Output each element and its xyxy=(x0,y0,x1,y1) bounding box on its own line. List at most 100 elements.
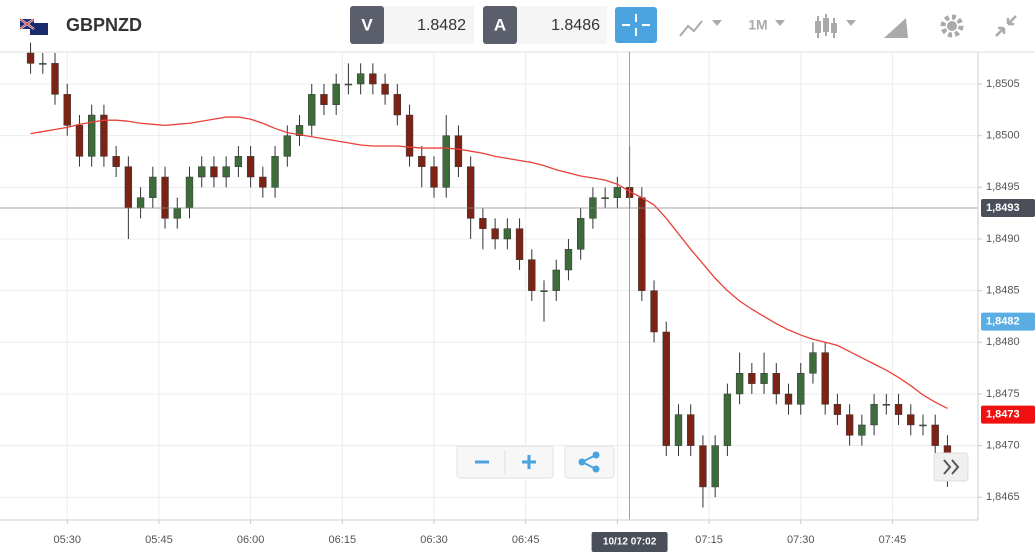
candle-body xyxy=(26,52,35,64)
candle-body xyxy=(393,94,401,116)
candle-body xyxy=(185,176,194,209)
bid-price: 1.8482 xyxy=(417,17,466,34)
candle-body xyxy=(931,424,939,446)
candle-body xyxy=(809,352,817,374)
x-tick-label: 06:30 xyxy=(420,534,448,546)
zoom-in[interactable] xyxy=(522,455,536,469)
x-tick-label: 07:15 xyxy=(695,534,723,546)
x-tick-label: 07:45 xyxy=(879,534,907,546)
candle-body xyxy=(356,73,365,85)
symbol: GBPNZD xyxy=(66,15,142,35)
candle-body xyxy=(100,114,108,157)
ask-button[interactable] xyxy=(483,6,517,44)
crosshair-time-box xyxy=(591,532,668,552)
candle-body xyxy=(748,373,756,384)
candle-body xyxy=(39,63,47,65)
candle-body xyxy=(515,228,524,260)
candle-body xyxy=(234,156,243,167)
candle-body xyxy=(63,94,71,126)
candle-body xyxy=(919,424,927,427)
x-tick-label: 06:00 xyxy=(237,534,265,546)
candle-type-button[interactable] xyxy=(815,14,856,38)
candle-body xyxy=(833,404,842,415)
share-button[interactable] xyxy=(564,445,615,479)
candle-body xyxy=(552,269,560,291)
candle-body xyxy=(784,393,793,405)
candle-body xyxy=(344,83,353,86)
candle-body xyxy=(613,187,622,198)
bid-box xyxy=(384,6,474,44)
candle-body xyxy=(454,135,463,167)
candle-body xyxy=(246,156,255,178)
candle-body xyxy=(210,166,218,178)
crosshair-price-label: 1,8493 xyxy=(986,202,1020,214)
price-marker-label: 1,8482 xyxy=(986,316,1020,328)
candle-body xyxy=(283,135,291,157)
chart-type-button[interactable] xyxy=(679,20,722,37)
candle-body xyxy=(797,373,805,405)
moving-average xyxy=(30,116,948,410)
candle-body xyxy=(674,414,683,446)
x-tick-label: 06:45 xyxy=(512,534,540,546)
candle-body xyxy=(638,197,646,291)
collapse-button[interactable] xyxy=(995,15,1017,37)
candle-body xyxy=(161,176,169,219)
candle-body xyxy=(760,373,768,384)
y-tick-label: 1,8480 xyxy=(986,336,1020,348)
candle-body xyxy=(858,424,866,436)
timeframe-button[interactable]: 1M xyxy=(748,17,767,33)
candle-body xyxy=(870,404,878,426)
candle-body xyxy=(479,218,487,229)
price-marker-label: 1,8473 xyxy=(986,409,1020,421)
x-tick-label: 05:45 xyxy=(145,534,173,546)
candle-body xyxy=(124,166,133,209)
y-tick-label: 1,8470 xyxy=(986,440,1020,452)
candle-body xyxy=(662,331,670,446)
candle-body xyxy=(821,352,829,405)
candle-body xyxy=(259,176,267,188)
candle-body xyxy=(735,373,744,395)
candle-body xyxy=(430,166,438,188)
ask-box xyxy=(517,6,607,44)
candle-body xyxy=(772,373,780,395)
zoom-controls xyxy=(456,445,969,482)
candle-body xyxy=(845,414,854,436)
candle-body xyxy=(88,114,96,157)
y-tick-label: 1,8500 xyxy=(986,130,1020,142)
settings-button[interactable] xyxy=(940,14,964,38)
candle-body xyxy=(442,135,450,188)
price-marker xyxy=(981,312,1035,331)
candle-body xyxy=(699,445,707,488)
candle-body xyxy=(418,156,426,167)
x-tick-label: 06:15 xyxy=(329,534,357,546)
candle-body xyxy=(564,249,573,271)
candle-body xyxy=(491,228,499,240)
candle-body xyxy=(112,156,120,167)
candle-body xyxy=(149,176,157,198)
candle-body xyxy=(894,404,903,415)
candle-body xyxy=(711,445,719,488)
candle-body xyxy=(723,393,732,446)
x-tick-label: 05:30 xyxy=(53,534,81,546)
ask-price: 1.8486 xyxy=(551,17,600,34)
crosshair-button[interactable] xyxy=(615,7,657,43)
candle-body xyxy=(198,166,206,178)
candle-body xyxy=(381,83,389,95)
bid-button[interactable] xyxy=(350,6,384,44)
price-marker xyxy=(981,405,1035,424)
candle-body xyxy=(907,414,915,426)
flag-icon xyxy=(19,18,48,35)
y-tick-label: 1,8465 xyxy=(986,491,1020,503)
bid-label: V xyxy=(361,15,373,34)
candle-body xyxy=(540,290,548,292)
candle-body xyxy=(75,125,84,157)
draw-button[interactable] xyxy=(884,18,908,38)
candle-body xyxy=(320,94,328,105)
candle-body xyxy=(466,166,475,219)
candle-body xyxy=(369,73,377,85)
x-tick-label: 07:30 xyxy=(787,534,815,546)
candle-body xyxy=(51,63,59,95)
candle-body xyxy=(882,404,890,406)
candle-body xyxy=(528,259,536,291)
